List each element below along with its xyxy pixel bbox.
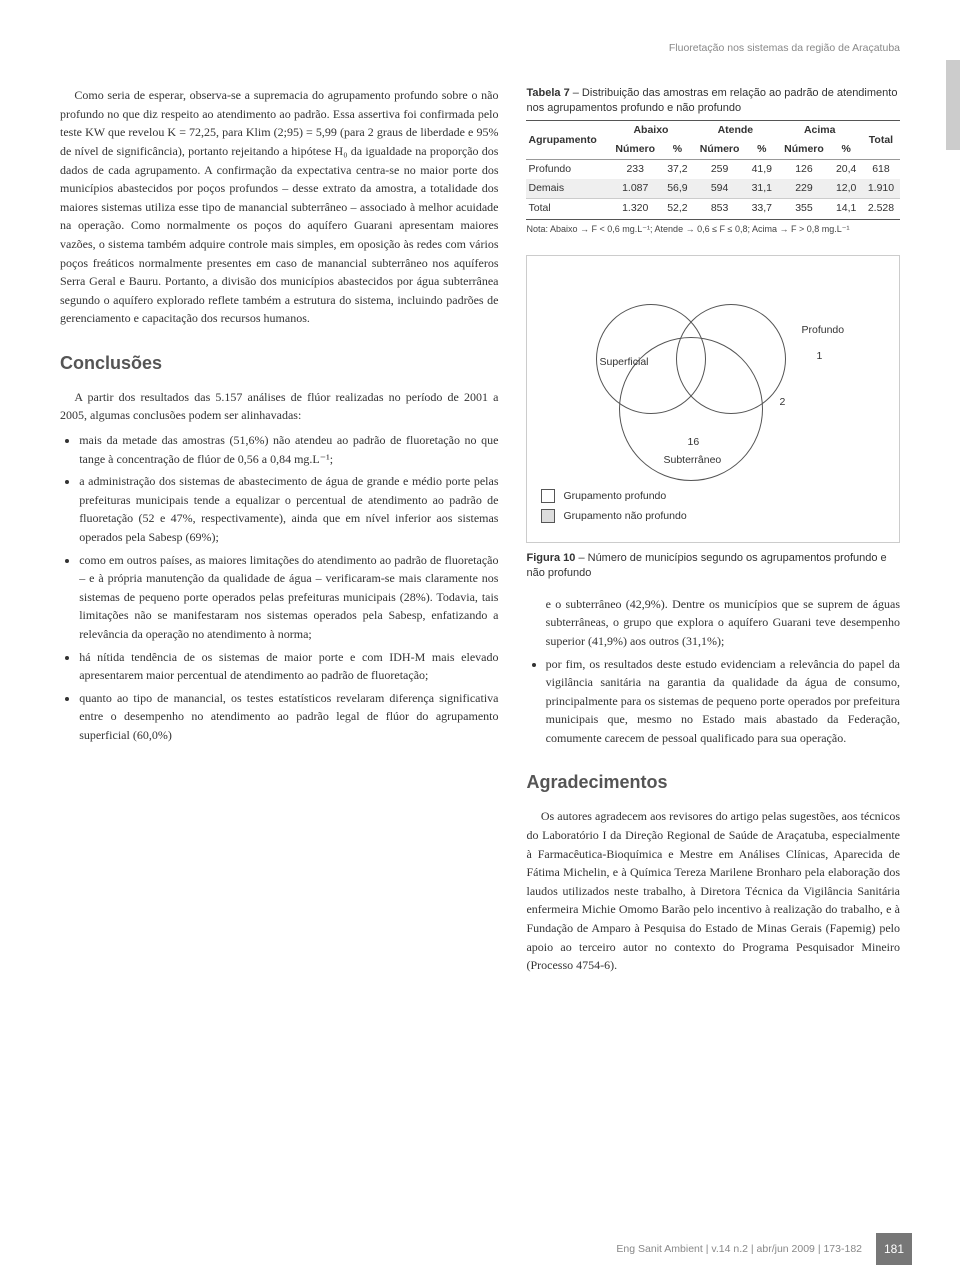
table-title: Tabela 7 – Distribuição das amostras em … bbox=[526, 86, 900, 116]
col-header: Abaixo bbox=[609, 120, 693, 140]
right-column: Tabela 7 – Distribuição das amostras em … bbox=[526, 86, 900, 980]
list-item: como em outros países, as maiores limita… bbox=[79, 551, 498, 644]
figure-caption: Figura 10 – Número de municípios segundo… bbox=[526, 551, 900, 581]
cell: 853 bbox=[693, 199, 746, 219]
legend-label: Grupamento não profundo bbox=[563, 508, 686, 524]
cell: 14,1 bbox=[830, 199, 862, 219]
section-heading-agradecimentos: Agradecimentos bbox=[526, 769, 900, 797]
cell: 1.320 bbox=[609, 199, 662, 219]
table-note: Nota: Abaixo → F < 0,6 mg.L⁻¹; Atende → … bbox=[526, 223, 900, 237]
cell: 12,0 bbox=[830, 179, 862, 199]
cell: 1.910 bbox=[862, 179, 900, 199]
figure-caption-text: – Número de municípios segundo os agrupa… bbox=[526, 552, 886, 579]
col-header: Acima bbox=[778, 120, 862, 140]
list-item: por fim, os resultados deste estudo evid… bbox=[546, 655, 900, 748]
legend-label: Grupamento profundo bbox=[563, 488, 666, 504]
cell: 229 bbox=[778, 179, 831, 199]
left-column: Como seria de esperar, observa-se a supr… bbox=[60, 86, 498, 980]
paragraph: Os autores agradecem aos revisores do ar… bbox=[526, 807, 900, 974]
col-header: Total bbox=[862, 120, 900, 159]
col-subheader: Número bbox=[778, 140, 831, 160]
cell: 233 bbox=[609, 160, 662, 180]
cell: 41,9 bbox=[746, 160, 778, 180]
venn-label: Subterrâneo bbox=[663, 452, 721, 468]
legend-item: Grupamento não profundo bbox=[541, 508, 885, 524]
col-subheader: Número bbox=[693, 140, 746, 160]
venn-label: 2 bbox=[779, 394, 785, 410]
venn-label: Profundo bbox=[801, 322, 844, 338]
col-header: Agrupamento bbox=[526, 120, 608, 159]
cell: 355 bbox=[778, 199, 831, 219]
legend-item: Grupamento profundo bbox=[541, 488, 885, 504]
paragraph: Como seria de esperar, observa-se a supr… bbox=[60, 86, 498, 328]
page-number-box: 181 bbox=[876, 1233, 912, 1265]
cell: 37,2 bbox=[662, 160, 694, 180]
conclusion-list-continued: e o subterrâneo (42,9%). Dentre os munic… bbox=[526, 595, 900, 748]
figure-10-box: Superficial Profundo 1 2 16 Subterrâneo Grupa… bbox=[526, 255, 900, 544]
table-row: Demais 1.087 56,9 594 31,1 229 12,0 1.91… bbox=[526, 179, 900, 199]
list-item: quanto ao tipo de manancial, os testes e… bbox=[79, 689, 498, 745]
table-label: Tabela 7 bbox=[526, 87, 569, 99]
legend-swatch-icon bbox=[541, 489, 555, 503]
paragraph: A partir dos resultados das 5.157 anális… bbox=[60, 388, 498, 425]
cell: 1.087 bbox=[609, 179, 662, 199]
journal-ref: Eng Sanit Ambient | v.14 n.2 | abr/jun 2… bbox=[616, 1241, 862, 1257]
cell: 618 bbox=[862, 160, 900, 180]
legend: Grupamento profundo Grupamento não profu… bbox=[541, 488, 885, 525]
list-item: há nítida tendência de os sistemas de ma… bbox=[79, 648, 498, 685]
list-item: e o subterrâneo (42,9%). Dentre os munic… bbox=[526, 595, 900, 651]
table-row-total: Total 1.320 52,2 853 33,7 355 14,1 2.528 bbox=[526, 199, 900, 219]
list-item: mais da metade das amostras (51,6%) não … bbox=[79, 431, 498, 468]
venn-diagram: Superficial Profundo 1 2 16 Subterrâneo bbox=[541, 274, 885, 474]
list-item: a administração dos sistemas de abasteci… bbox=[79, 472, 498, 546]
two-column-layout: Como seria de esperar, observa-se a supr… bbox=[60, 86, 900, 980]
table-7: Agrupamento Abaixo Atende Acima Total Nú… bbox=[526, 120, 900, 220]
cell: Total bbox=[526, 199, 608, 219]
page-footer: Eng Sanit Ambient | v.14 n.2 | abr/jun 2… bbox=[616, 1233, 912, 1265]
venn-label: 1 bbox=[816, 348, 822, 364]
conclusion-list: mais da metade das amostras (51,6%) não … bbox=[60, 431, 498, 745]
running-head: Fluoretação nos sistemas da região de Ar… bbox=[60, 40, 900, 56]
cell: 594 bbox=[693, 179, 746, 199]
cell: Demais bbox=[526, 179, 608, 199]
section-heading-conclusoes: Conclusões bbox=[60, 350, 498, 378]
cell: 2.528 bbox=[862, 199, 900, 219]
side-tab bbox=[946, 60, 960, 150]
col-subheader: Número bbox=[609, 140, 662, 160]
figure-label: Figura 10 bbox=[526, 552, 575, 564]
table-row: Profundo 233 37,2 259 41,9 126 20,4 618 bbox=[526, 160, 900, 180]
cell: 31,1 bbox=[746, 179, 778, 199]
col-subheader: % bbox=[830, 140, 862, 160]
venn-label: Superficial bbox=[599, 354, 648, 370]
cell: 52,2 bbox=[662, 199, 694, 219]
col-subheader: % bbox=[746, 140, 778, 160]
cell: 259 bbox=[693, 160, 746, 180]
cell: 56,9 bbox=[662, 179, 694, 199]
cell: 33,7 bbox=[746, 199, 778, 219]
cell: 126 bbox=[778, 160, 831, 180]
col-subheader: % bbox=[662, 140, 694, 160]
venn-label: 16 bbox=[687, 434, 699, 450]
col-header: Atende bbox=[693, 120, 777, 140]
legend-swatch-icon bbox=[541, 509, 555, 523]
table-title-text: – Distribuição das amostras em relação a… bbox=[526, 87, 897, 114]
cell: Profundo bbox=[526, 160, 608, 180]
cell: 20,4 bbox=[830, 160, 862, 180]
